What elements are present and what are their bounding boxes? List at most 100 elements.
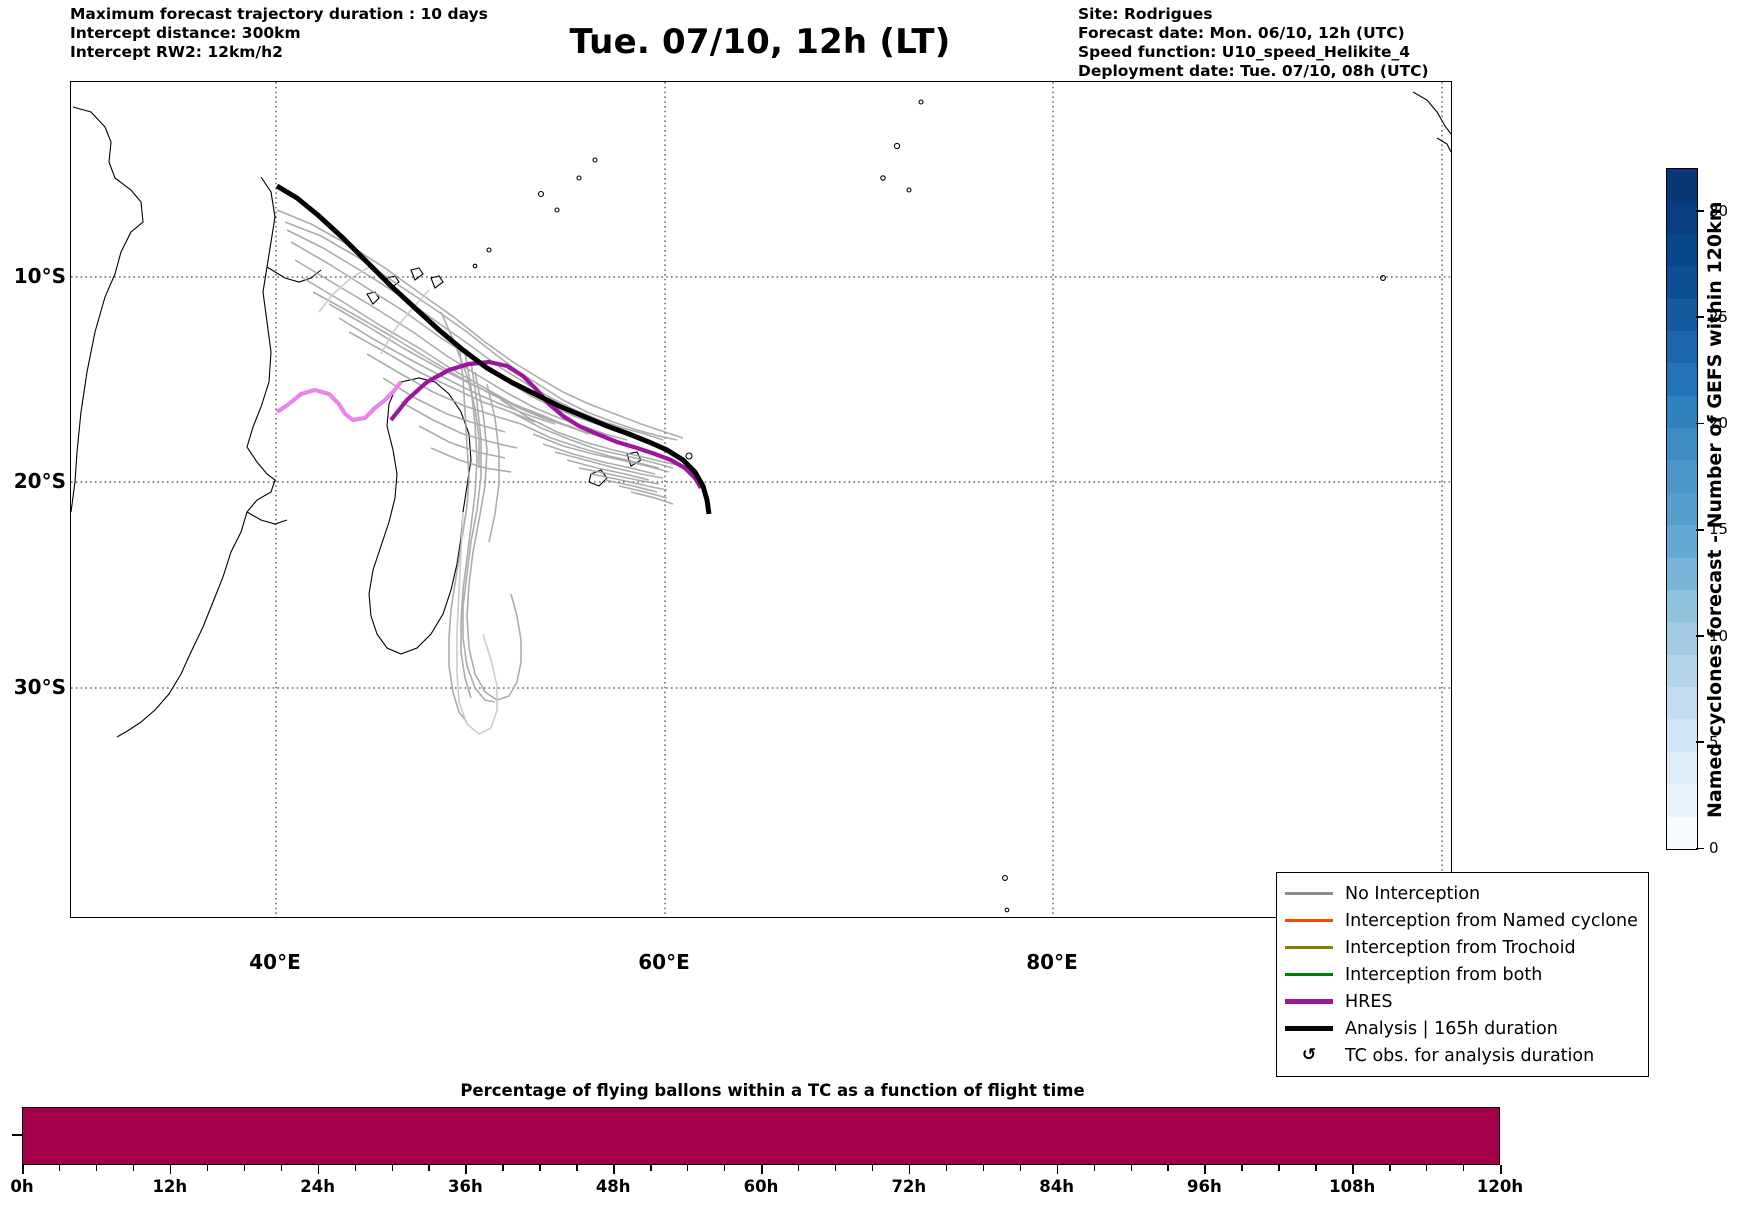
time-axis-minor-tick xyxy=(797,1165,800,1171)
time-axis-tick-label: 96h xyxy=(1187,1177,1222,1196)
map-canvas xyxy=(71,82,1451,917)
time-axis-tick-label: 0h xyxy=(10,1177,34,1196)
colorbar-segment xyxy=(1667,233,1697,267)
legend-line-swatch xyxy=(1285,973,1333,976)
time-axis-minor-tick xyxy=(1241,1165,1243,1171)
colorbar-tick-label: 5 xyxy=(1696,733,1719,751)
lon-tick-40E: 40°E xyxy=(249,950,301,974)
colorbar-ticks: 0 5 10 15 20 25 30 xyxy=(1696,168,1752,857)
time-axis-minor-tick xyxy=(1389,1165,1391,1171)
time-axis-minor-tick xyxy=(502,1165,504,1171)
time-axis-minor-tick xyxy=(650,1165,652,1171)
time-axis-tick xyxy=(761,1165,763,1174)
legend-item[interactable]: ↺ TC obs. for analysis duration xyxy=(1285,1042,1638,1069)
colorbar-segment xyxy=(1667,654,1697,687)
header-right-info: Site: Rodrigues Forecast date: Mon. 06/1… xyxy=(1078,5,1429,80)
time-axis-minor-tick xyxy=(1130,1165,1132,1171)
legend-line-swatch xyxy=(1285,892,1333,895)
legend-item[interactable]: HRES xyxy=(1285,988,1638,1015)
time-axis-minor-tick xyxy=(982,1165,985,1171)
colorbar-segment xyxy=(1667,589,1697,623)
analysis-track xyxy=(275,183,712,515)
time-axis-minor-tick xyxy=(1093,1165,1095,1171)
time-axis-tick-label: 72h xyxy=(891,1177,927,1196)
time-axis-minor-tick xyxy=(1426,1165,1428,1171)
page-title: Tue. 07/10, 12h (LT) xyxy=(569,22,951,62)
colorbar-tick-label: 0 xyxy=(1696,839,1719,857)
colorbar-tick-label: 20 xyxy=(1696,414,1728,432)
legend-item[interactable]: Analysis | 165h duration xyxy=(1285,1015,1638,1042)
colorbar-segment xyxy=(1667,330,1697,364)
colorbar-segment xyxy=(1667,460,1697,493)
lat-tick-30S: 30°S xyxy=(13,675,66,699)
time-axis-minor-tick xyxy=(243,1165,246,1171)
legend-item[interactable]: Interception from both xyxy=(1285,961,1638,988)
time-axis-minor-tick xyxy=(724,1165,726,1171)
ensemble-trajectories xyxy=(276,209,684,723)
lat-tick-20S: 20°S xyxy=(13,469,66,493)
time-axis-minor-tick xyxy=(280,1165,283,1171)
time-axis-minor-tick xyxy=(391,1165,393,1171)
hres-track-observed xyxy=(275,380,403,423)
time-axis-minor-tick xyxy=(206,1165,209,1171)
legend-item-label: Interception from both xyxy=(1345,964,1543,985)
percentage-bar-tick-labels: 0h 12h 24h 36h 48h 60h 72h 84h 96h 108h 120h xyxy=(10,1165,1523,1205)
coastlines xyxy=(71,91,1451,913)
map-gridlines xyxy=(71,82,1451,917)
hres-track xyxy=(389,359,703,490)
lat-tick-10S: 10°S xyxy=(13,264,66,288)
time-axis-tick-label: 84h xyxy=(1039,1177,1074,1196)
colorbar-segment xyxy=(1667,557,1697,590)
time-axis-tick xyxy=(465,1165,467,1174)
time-axis-minor-tick xyxy=(539,1165,541,1171)
time-axis-tick xyxy=(1352,1165,1354,1174)
legend-item-label: TC obs. for analysis duration xyxy=(1345,1045,1595,1066)
colorbar-segment xyxy=(1667,622,1697,655)
time-axis-tick xyxy=(613,1165,615,1174)
legend-item[interactable]: Interception from Trochoid xyxy=(1285,934,1638,961)
colorbar-segment xyxy=(1667,298,1697,331)
time-axis-minor-tick xyxy=(95,1165,98,1171)
colorbar[interactable] xyxy=(1666,168,1698,850)
colorbar-segment xyxy=(1667,687,1697,720)
legend-line-swatch xyxy=(1285,919,1333,922)
header-left-info: Maximum forecast trajectory duration : 1… xyxy=(70,5,488,61)
legend-item[interactable]: No Interception xyxy=(1285,880,1638,907)
time-axis-tick-label: 48h xyxy=(595,1177,631,1196)
time-axis-tick-label: 120h xyxy=(1476,1177,1524,1196)
time-axis-minor-tick xyxy=(945,1165,948,1171)
legend-item[interactable]: Interception from Named cyclone xyxy=(1285,907,1638,934)
tc-observation-icon: ↺ xyxy=(1301,1045,1317,1065)
time-axis-minor-tick xyxy=(58,1165,61,1171)
legend-line-swatch xyxy=(1285,999,1333,1004)
percentage-bar-axis[interactable] xyxy=(22,1107,1500,1165)
time-axis-tick xyxy=(1500,1165,1502,1174)
time-axis-tick xyxy=(1204,1165,1206,1174)
time-axis-minor-tick xyxy=(1019,1165,1022,1171)
colorbar-segment xyxy=(1667,492,1697,526)
colorbar-tick-label: 30 xyxy=(1696,202,1728,220)
colorbar-segment xyxy=(1667,751,1697,785)
legend-item-label: Interception from Named cyclone xyxy=(1345,910,1638,931)
time-axis-tick xyxy=(317,1165,320,1174)
time-axis-tick xyxy=(908,1165,911,1174)
colorbar-segment xyxy=(1667,428,1697,461)
map-legend[interactable]: No Interception Interception from Named c… xyxy=(1276,872,1649,1077)
time-axis-minor-tick xyxy=(871,1165,874,1171)
legend-line-swatch xyxy=(1285,1026,1333,1031)
time-axis-minor-tick xyxy=(834,1165,837,1171)
time-axis-tick-label: 60h xyxy=(743,1177,779,1196)
time-axis-minor-tick xyxy=(1463,1165,1465,1171)
legend-line-swatch xyxy=(1285,946,1333,949)
percentage-bar-title: Percentage of flying ballons within a TC… xyxy=(460,1081,1085,1100)
time-axis-tick-label: 108h xyxy=(1329,1177,1376,1196)
colorbar-title: Named cyclones forecast - Number of GEFS… xyxy=(1704,201,1726,819)
legend-item-label: No Interception xyxy=(1345,883,1481,904)
time-axis-tick-label: 12h xyxy=(152,1177,188,1196)
time-axis-tick-label: 24h xyxy=(300,1177,335,1196)
percentage-bar-ytick xyxy=(12,1134,22,1136)
time-axis-minor-tick xyxy=(132,1165,135,1171)
colorbar-segment xyxy=(1667,719,1697,752)
colorbar-segment xyxy=(1667,784,1697,817)
map-panel[interactable] xyxy=(70,81,1452,918)
